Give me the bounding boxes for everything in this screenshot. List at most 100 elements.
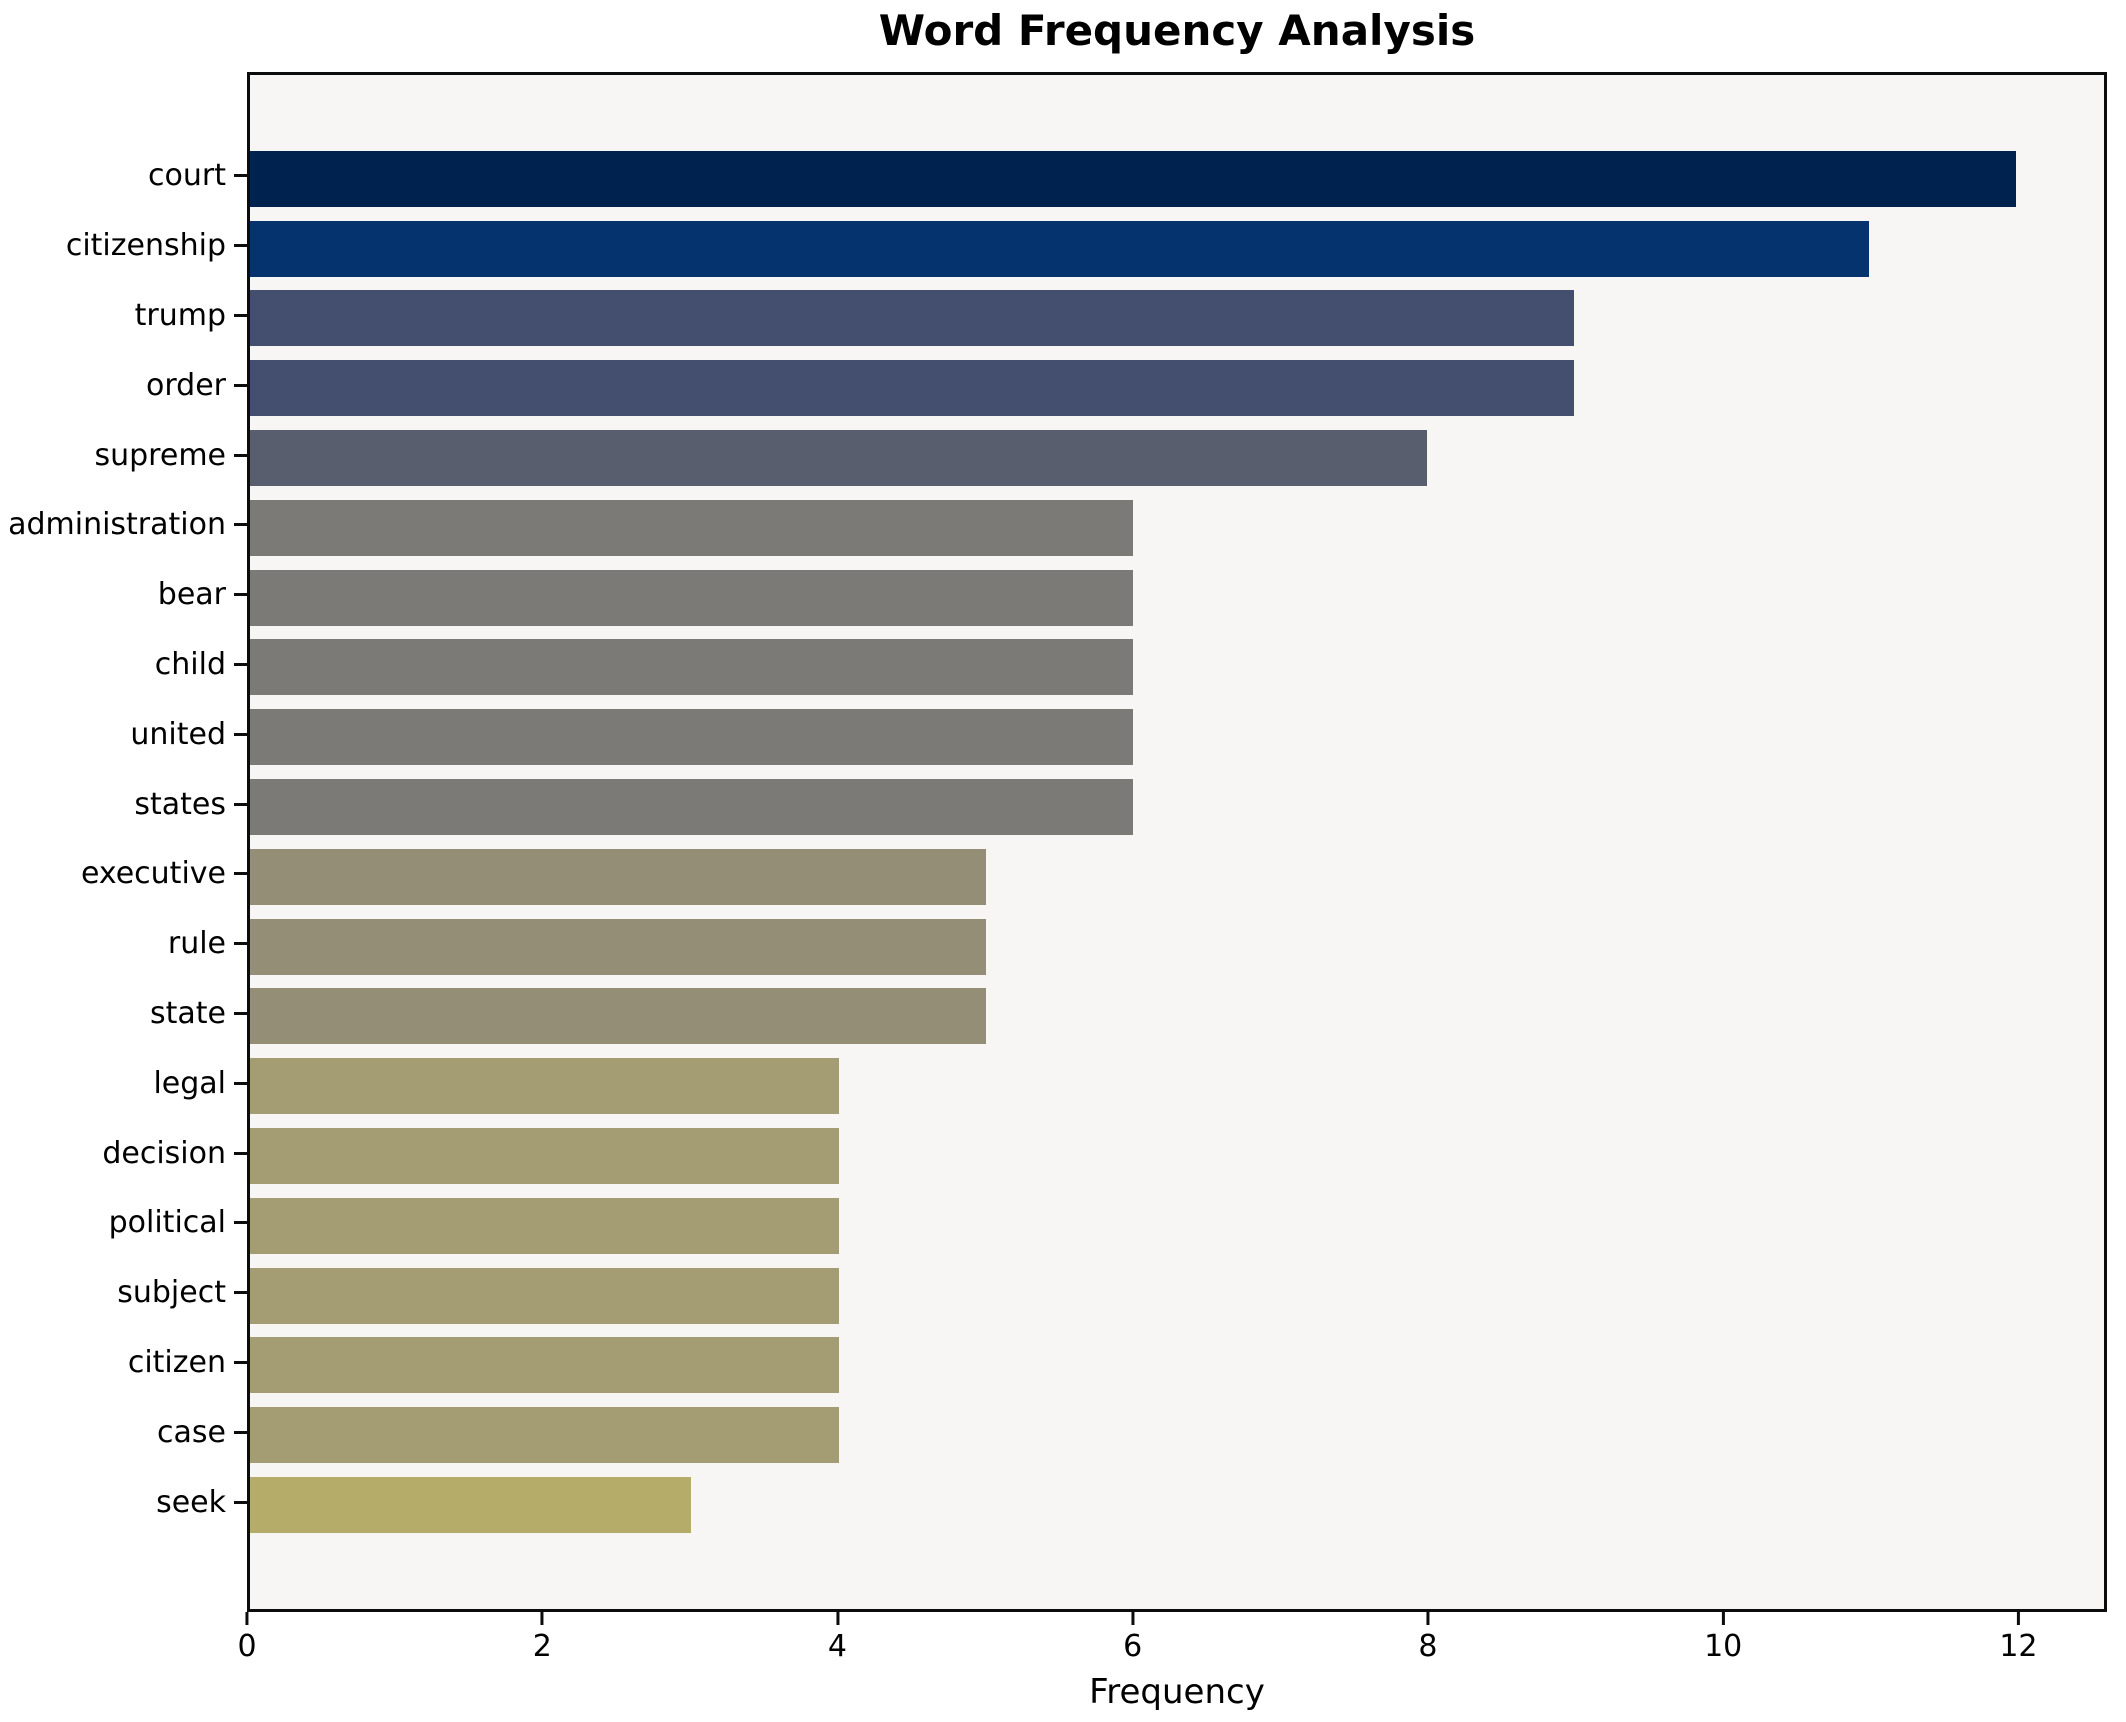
x-tick: 12: [1999, 1612, 2038, 1664]
bar-citizen: [250, 1337, 839, 1394]
y-tick-label: rule: [167, 926, 226, 962]
bar-court: [250, 150, 2016, 207]
bar-order: [250, 360, 1575, 417]
bar-citizenship: [250, 220, 1869, 277]
x-tick-label: 2: [532, 1629, 552, 1664]
y-tick-label: political: [108, 1205, 226, 1241]
bar-states: [250, 779, 1133, 836]
bar-legal: [250, 1058, 839, 1115]
y-tick-mark: [234, 1081, 247, 1085]
y-tick-mark: [234, 1291, 247, 1295]
y-label-row: rule: [0, 909, 247, 979]
x-tick: 8: [1418, 1612, 1437, 1664]
y-tick-label: subject: [117, 1275, 226, 1311]
y-label-row: court: [0, 141, 247, 211]
y-label-row: citizenship: [0, 211, 247, 281]
bar-trump: [250, 290, 1575, 347]
y-tick-label: executive: [80, 856, 226, 892]
y-tick-label: seek: [156, 1484, 226, 1520]
x-tick: 10: [1704, 1612, 1742, 1664]
bar-child: [250, 639, 1133, 696]
y-tick-mark: [234, 523, 247, 527]
bar-row: [250, 353, 2104, 423]
y-label-row: legal: [0, 1048, 247, 1118]
x-tick-mark: [540, 1612, 544, 1625]
bar-row: [250, 1261, 2104, 1331]
bar-supreme: [250, 430, 1428, 487]
y-axis-labels: court citizenship trump order supreme adminis…: [0, 141, 247, 1537]
y-tick-label: states: [134, 786, 226, 822]
y-tick-mark: [234, 453, 247, 457]
y-tick-label: legal: [153, 1065, 226, 1101]
y-tick-label: administration: [8, 507, 226, 543]
y-label-row: political: [0, 1188, 247, 1258]
y-tick-label: supreme: [94, 437, 227, 473]
x-axis-label: Frequency: [1089, 1672, 1265, 1712]
bar-row: [250, 214, 2104, 284]
bar-administration: [250, 499, 1133, 556]
y-label-row: executive: [0, 839, 247, 909]
x-tick-mark: [245, 1612, 249, 1625]
y-tick-label: state: [150, 995, 226, 1031]
x-tick-label: 12: [1999, 1629, 2038, 1664]
y-tick-mark: [234, 802, 247, 806]
bar-state: [250, 988, 986, 1045]
y-tick-label: citizenship: [65, 228, 226, 264]
y-tick-mark: [234, 593, 247, 597]
bar-row: [250, 493, 2104, 563]
bar-row: [250, 1331, 2104, 1401]
y-tick-mark: [234, 732, 247, 736]
bar-row: [250, 702, 2104, 772]
bar-rule: [250, 918, 986, 975]
bar-row: [250, 1191, 2104, 1261]
y-label-row: seek: [0, 1467, 247, 1537]
y-tick-label: case: [157, 1414, 226, 1450]
y-tick-mark: [234, 872, 247, 876]
y-label-row: administration: [0, 490, 247, 560]
y-tick-label: citizen: [127, 1344, 226, 1380]
bar-row: [250, 1470, 2104, 1540]
x-tick-mark: [1426, 1612, 1430, 1625]
y-label-row: case: [0, 1397, 247, 1467]
y-label-row: united: [0, 699, 247, 769]
bar-row: [250, 772, 2104, 842]
y-tick-mark: [234, 1151, 247, 1155]
x-tick: 2: [533, 1612, 552, 1664]
bar-row: [250, 982, 2104, 1052]
x-tick: 4: [828, 1612, 847, 1664]
bar-row: [250, 633, 2104, 703]
bar-row: [250, 1051, 2104, 1121]
y-label-row: citizen: [0, 1328, 247, 1398]
bar-decision: [250, 1128, 839, 1185]
y-tick-mark: [234, 1360, 247, 1364]
bar-seek: [250, 1477, 692, 1534]
bar-row: [250, 842, 2104, 912]
y-tick-mark: [234, 1011, 247, 1015]
x-tick-label: 8: [1418, 1629, 1438, 1664]
y-label-row: trump: [0, 281, 247, 351]
x-tick-label: 6: [1123, 1629, 1143, 1664]
y-label-row: child: [0, 630, 247, 700]
y-label-row: states: [0, 769, 247, 839]
bar-row: [250, 912, 2104, 982]
y-label-row: supreme: [0, 420, 247, 490]
y-label-row: state: [0, 979, 247, 1049]
y-label-row: bear: [0, 560, 247, 630]
y-tick-label: bear: [157, 577, 226, 613]
y-tick-mark: [234, 942, 247, 946]
x-tick-label: 4: [827, 1629, 848, 1664]
x-axis-ticks: 0 2 4 6 8 10 12: [237, 1612, 2107, 1672]
y-tick-label: order: [146, 367, 226, 403]
y-tick-mark: [234, 1221, 247, 1225]
y-label-row: order: [0, 350, 247, 420]
bar-case: [250, 1407, 839, 1464]
x-tick-mark: [2016, 1612, 2020, 1625]
x-tick-mark: [835, 1612, 839, 1625]
bar-subject: [250, 1267, 839, 1324]
bar-row: [250, 1121, 2104, 1191]
x-tick: 0: [237, 1612, 257, 1664]
bar-political: [250, 1197, 839, 1254]
bar-row: [250, 563, 2104, 633]
bar-united: [250, 709, 1133, 766]
